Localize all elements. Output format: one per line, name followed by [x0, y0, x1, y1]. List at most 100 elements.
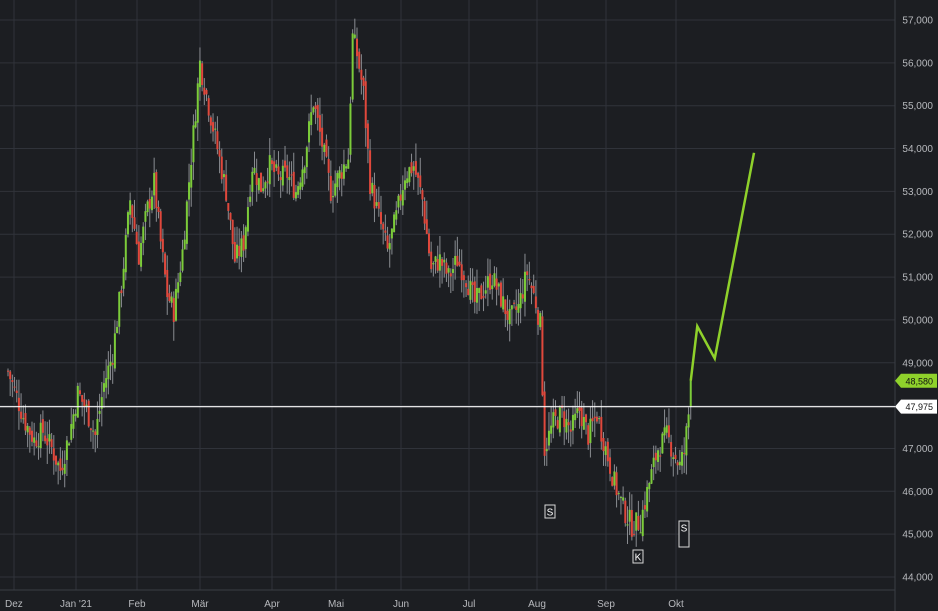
- candle: [207, 98, 210, 116]
- candle: [626, 524, 629, 526]
- projection-line: [689, 152, 756, 381]
- candle: [672, 457, 675, 459]
- reference-badge-label: 47,975: [905, 402, 933, 412]
- candle: [124, 235, 127, 273]
- candle: [39, 422, 42, 449]
- candle: [619, 496, 622, 498]
- candle: [94, 431, 97, 435]
- candle: [35, 440, 38, 447]
- event-markers: S K S: [544, 504, 690, 564]
- candle: [602, 437, 605, 452]
- candle: [63, 463, 66, 474]
- candle: [44, 435, 47, 442]
- candle: [421, 190, 424, 200]
- candle: [473, 281, 476, 302]
- candle: [68, 443, 71, 446]
- candle: [417, 172, 420, 178]
- candle: [351, 33, 354, 100]
- candles: [7, 18, 692, 547]
- candle: [131, 205, 134, 218]
- candle: [467, 288, 470, 296]
- candle: [593, 416, 596, 419]
- candle: [133, 217, 136, 229]
- candle: [216, 131, 219, 150]
- candle: [329, 175, 332, 201]
- candle: [445, 262, 448, 274]
- candle: [120, 290, 123, 294]
- candle: [203, 87, 206, 95]
- candle: [652, 457, 655, 468]
- candle: [635, 512, 638, 531]
- y-tick-label: 57,000: [902, 16, 933, 27]
- candle: [390, 228, 393, 239]
- candle: [214, 128, 217, 130]
- candle: [580, 407, 583, 427]
- candle: [419, 175, 422, 188]
- candle: [510, 305, 513, 310]
- candle: [436, 259, 439, 271]
- candle: [576, 408, 579, 414]
- candle: [410, 162, 413, 174]
- candle: [550, 425, 553, 434]
- candle: [513, 302, 516, 304]
- candle: [356, 38, 359, 57]
- candle: [262, 188, 265, 192]
- candle: [9, 371, 12, 380]
- candle: [395, 210, 398, 220]
- candle: [471, 282, 474, 286]
- candle: [541, 316, 544, 396]
- candle: [543, 391, 546, 456]
- candle: [414, 161, 417, 175]
- y-tick-label: 55,000: [902, 101, 933, 112]
- candle: [345, 166, 348, 169]
- candle: [641, 509, 644, 537]
- candle: [364, 81, 367, 129]
- candle: [451, 269, 454, 273]
- candle: [107, 365, 110, 380]
- candle: [288, 177, 291, 181]
- candle: [443, 259, 446, 263]
- candle: [303, 167, 306, 174]
- last-price-badge: 48,580: [895, 373, 937, 388]
- marker-box: [678, 520, 690, 548]
- candle: [613, 471, 616, 486]
- x-tick-label: Apr: [264, 599, 280, 610]
- candle: [109, 361, 112, 367]
- candle: [100, 397, 103, 409]
- candle: [530, 285, 533, 289]
- marker-label: S: [681, 524, 688, 535]
- candle: [153, 172, 156, 196]
- candle: [497, 283, 500, 287]
- candle: [611, 477, 614, 486]
- y-tick-label: 50,000: [902, 315, 933, 326]
- candle: [113, 333, 116, 369]
- candle: [654, 452, 657, 461]
- candle: [65, 440, 68, 460]
- candle: [661, 433, 664, 454]
- candle: [238, 245, 241, 257]
- candle: [260, 172, 263, 192]
- candle: [582, 416, 585, 430]
- candle: [92, 430, 95, 432]
- candle: [685, 426, 688, 456]
- candle: [318, 115, 321, 132]
- candle: [670, 442, 673, 457]
- candle: [567, 422, 570, 426]
- candle: [657, 450, 660, 462]
- y-tick-label: 49,000: [902, 358, 933, 369]
- candle: [246, 207, 249, 232]
- candle: [574, 413, 577, 421]
- candle: [462, 275, 465, 281]
- y-tick-label: 52,000: [902, 230, 933, 241]
- candle: [646, 486, 649, 512]
- candle: [140, 243, 143, 267]
- candle: [316, 104, 319, 118]
- candle: [183, 239, 186, 250]
- candle: [166, 269, 169, 298]
- candle: [552, 412, 555, 428]
- candle: [441, 259, 444, 266]
- candle: [475, 287, 478, 303]
- candle: [465, 283, 468, 288]
- candle: [7, 370, 9, 372]
- candle: [150, 196, 153, 211]
